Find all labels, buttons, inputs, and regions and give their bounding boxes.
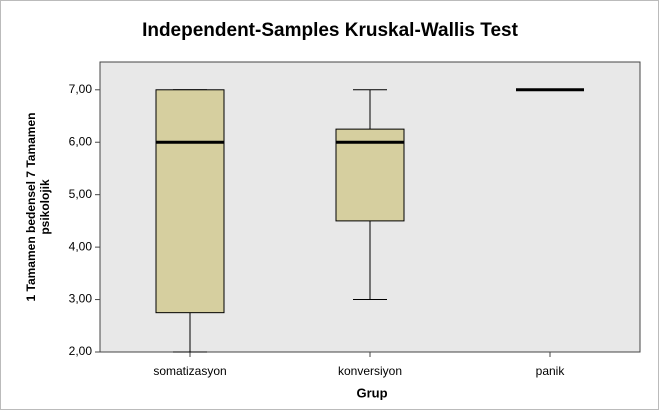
y-axis-label: psikolojik (38, 179, 52, 235)
y-tick-label: 7,00 (69, 82, 93, 96)
y-axis-label: 1 Tamamen bedensel 7 Tamamen (24, 113, 38, 302)
chart-title: Independent-Samples Kruskal-Wallis Test (142, 20, 519, 41)
box (155, 89, 225, 314)
y-tick-label: 2,00 (69, 344, 93, 358)
y-tick-label: 6,00 (69, 134, 93, 148)
x-tick-label: konversiyon (338, 364, 402, 378)
y-tick-label: 3,00 (69, 292, 93, 306)
x-axis-label: Grup (356, 385, 387, 400)
y-tick-label: 4,00 (69, 239, 93, 253)
box (335, 128, 405, 222)
y-tick-label: 5,00 (69, 187, 93, 201)
x-tick-label: somatizasyon (153, 364, 226, 378)
x-tick-label: panik (536, 364, 566, 378)
